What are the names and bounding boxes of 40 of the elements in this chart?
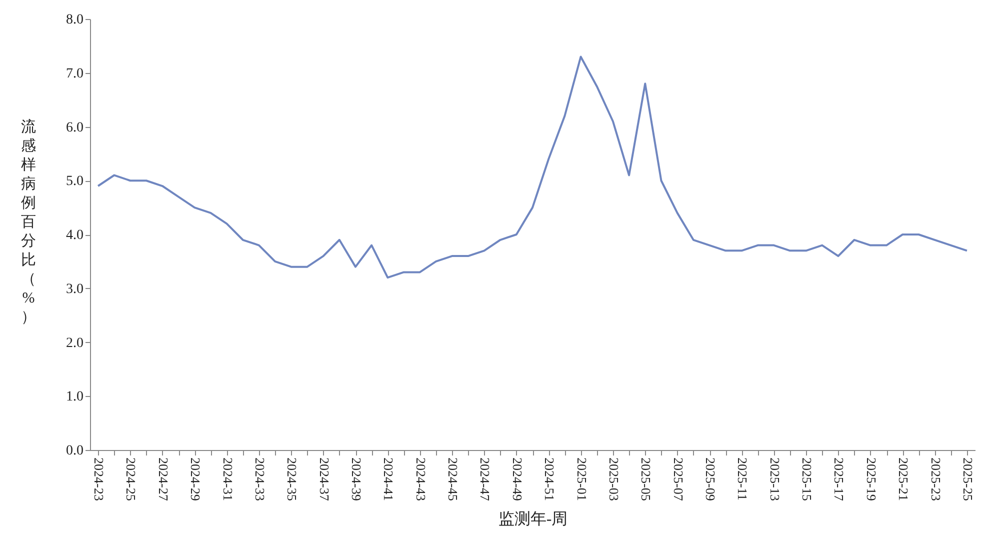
- x-tick-label: 2025-25: [960, 458, 976, 501]
- x-tick-label: 2025-15: [800, 458, 815, 501]
- x-tick-label: 2025-03: [606, 458, 622, 501]
- x-tick-label: 2024-43: [413, 458, 428, 501]
- y-tick-label: 5.0: [66, 174, 84, 190]
- x-tick-label: 2025-17: [832, 458, 847, 502]
- x-tick-label: 2024-29: [188, 458, 204, 501]
- x-tick-label: 2024-31: [220, 458, 236, 501]
- x-tick-label: 2024-37: [316, 458, 332, 502]
- x-tick-label: 2024-51: [542, 458, 558, 501]
- x-tick-label: 2025-13: [767, 458, 782, 501]
- y-tick-label: 1.0: [66, 390, 84, 405]
- x-tick-label: 2024-33: [252, 458, 268, 501]
- x-tick-label: 2024-35: [284, 458, 300, 501]
- x-tick-label: 2025-09: [703, 458, 718, 501]
- x-tick-label: 2024-27: [156, 458, 171, 502]
- y-tick-label: 6.0: [66, 120, 84, 136]
- x-tick-label: 2025-11: [735, 458, 750, 500]
- x-tick-label: 2025-05: [638, 458, 654, 501]
- y-tick-label: 3.0: [66, 282, 84, 297]
- x-tick-label: 2025-21: [896, 458, 912, 501]
- x-tick-label: 2024-25: [124, 458, 139, 501]
- x-tick-label: 2024-41: [381, 458, 396, 501]
- x-tick-label: 2025-19: [864, 458, 879, 501]
- y-tick-label: 7.0: [66, 66, 84, 82]
- x-tick-label: 2025-23: [928, 458, 944, 501]
- x-tick-label: 2024-39: [349, 458, 364, 501]
- y-tick-label: 4.0: [66, 228, 84, 243]
- line-series: [97, 56, 968, 279]
- x-tick-label: 2024-49: [510, 458, 525, 501]
- y-tick-label: 2.0: [66, 336, 84, 351]
- x-tick-label: 2025-01: [574, 458, 590, 501]
- x-tick-label: 2024-45: [446, 458, 461, 501]
- x-tick-label: 2024-23: [92, 458, 107, 501]
- x-tick-label: 2025-07: [670, 458, 686, 502]
- x-axis-title: 监测年-周: [498, 510, 568, 528]
- x-tick-label: 2024-47: [478, 458, 493, 502]
- y-tick-label: 0.0: [66, 444, 84, 458]
- text: 流感样病例百分比（%）: [21, 120, 36, 326]
- y-tick-label: 8.0: [66, 12, 84, 28]
